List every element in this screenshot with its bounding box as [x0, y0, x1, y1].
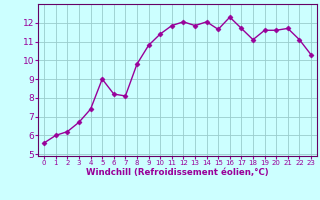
X-axis label: Windchill (Refroidissement éolien,°C): Windchill (Refroidissement éolien,°C)	[86, 168, 269, 177]
